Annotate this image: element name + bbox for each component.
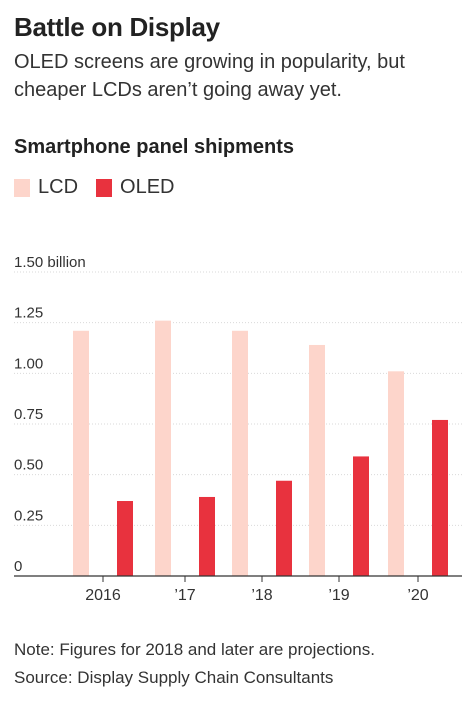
- bar-lcd: [155, 320, 171, 576]
- x-tick-label: 2016: [85, 587, 121, 604]
- y-tick-label: 0.25: [14, 507, 43, 524]
- x-tick-label: ’18: [251, 587, 272, 604]
- chart-subtitle: OLED screens are growing in popularity, …: [14, 51, 405, 101]
- legend: LCD OLED: [14, 176, 192, 199]
- y-tick-label: 0: [14, 558, 22, 575]
- bar-lcd: [309, 344, 325, 576]
- legend-swatch-oled: [96, 178, 113, 197]
- footer: Note: Figures for 2018 and later are pro…: [14, 636, 375, 692]
- x-tick-label: ’17: [174, 587, 195, 604]
- legend-label-oled: OLED: [120, 176, 175, 198]
- bar-oled: [276, 480, 292, 576]
- bar-chart: 0 0.25 0.50 0.75 1.00 1.25 1.50 billion 2016 ’17…: [14, 254, 462, 604]
- bar-lcd: [388, 371, 404, 576]
- bar-oled: [117, 501, 133, 576]
- y-tick-label: 1.00: [14, 355, 43, 372]
- legend-item-oled: OLED: [96, 176, 174, 199]
- legend-label-lcd: LCD: [38, 176, 79, 198]
- y-tick-label: 0.50: [14, 457, 43, 474]
- y-tick-label: 1.50 billion: [14, 254, 86, 271]
- footnote: Note: Figures for 2018 and later are pro…: [14, 640, 375, 659]
- source-note: Source: Display Supply Chain Consultants: [14, 668, 334, 687]
- y-tick-label: 0.75: [14, 406, 43, 423]
- bar-oled: [199, 496, 215, 576]
- x-tick-label: ’20: [407, 587, 428, 604]
- bar-lcd: [73, 330, 89, 576]
- bar-oled: [432, 419, 448, 576]
- legend-swatch-lcd: [14, 178, 30, 197]
- legend-item-lcd: LCD: [14, 176, 78, 199]
- bar-lcd: [232, 330, 248, 576]
- x-tick-label: ’19: [328, 587, 349, 604]
- chart-title: Battle on Display: [14, 12, 220, 42]
- chart-heading: Smartphone panel shipments: [14, 136, 295, 158]
- bar-oled: [353, 456, 369, 576]
- y-tick-label: 1.25: [14, 305, 43, 322]
